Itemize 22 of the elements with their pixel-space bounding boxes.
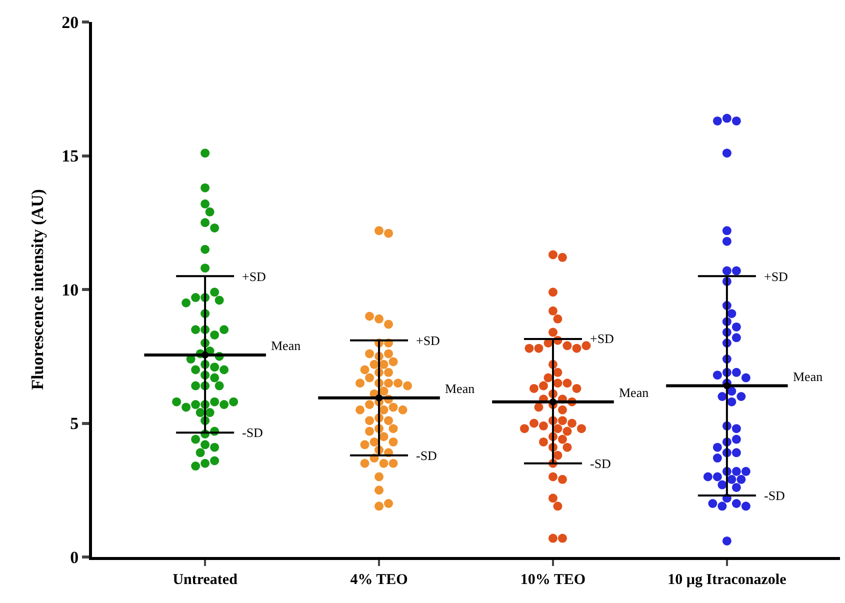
annotation: Mean: [445, 381, 476, 396]
annotation: +SD: [242, 269, 266, 284]
y-tick-label: 10: [62, 280, 79, 300]
x-tick-label: 4% TEO: [350, 572, 408, 588]
x-tick-label: 10 µg Itraconazole: [668, 572, 787, 588]
annotation: +SD: [764, 269, 788, 284]
x-tick-label: 10% TEO: [520, 572, 586, 588]
annotation: -SD: [590, 456, 611, 471]
y-axis-title: Fluorescence intensity (AU): [28, 189, 48, 390]
x-tick-label: Untreated: [172, 572, 238, 588]
annotation: -SD: [416, 448, 437, 463]
annotation: Mean: [793, 369, 824, 384]
annotation: Mean: [619, 385, 650, 400]
y-tick-label: 5: [70, 414, 79, 434]
y-tick-label: 0: [70, 548, 79, 567]
annotation: -SD: [764, 488, 785, 503]
annotation: +SD: [416, 333, 440, 348]
annotation: Mean: [271, 338, 302, 353]
annotation: +SD: [590, 331, 614, 346]
y-tick-label: 15: [62, 146, 79, 166]
annotation: -SD: [242, 425, 263, 440]
y-tick-label: 20: [62, 12, 79, 32]
